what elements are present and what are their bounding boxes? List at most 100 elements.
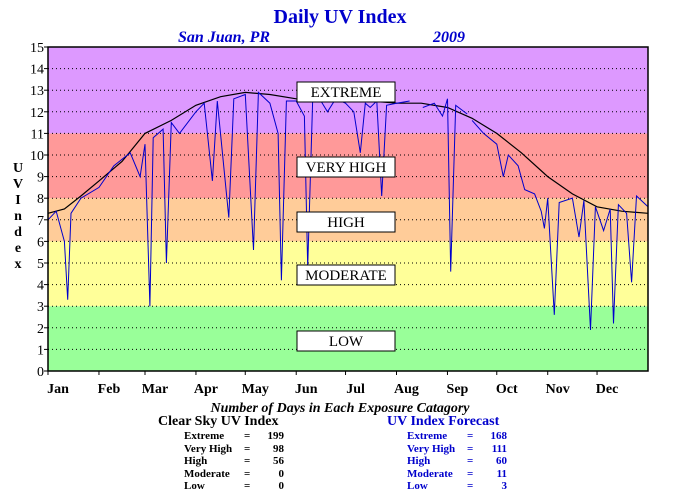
x-tick-label-may: May [242,382,269,397]
y-tick-label: 10 [30,149,44,164]
stats-eq: = [467,430,474,442]
x-tick-label-aug: Aug [394,382,419,397]
stats-title: Number of Days in Each Exposure Catagory [209,401,470,416]
stats-name: Extreme [184,430,225,442]
y-axis-label-letter: x [15,257,22,272]
y-axis-label-letter: n [14,209,22,224]
chart-subtitle-location: San Juan, PR [178,29,270,46]
x-tick-label-dec: Dec [596,382,619,397]
x-tick-label-sep: Sep [447,382,469,397]
y-axis-label-letter: I [15,193,20,208]
stats-eq: = [467,467,474,480]
x-tick-label-jul: Jul [346,382,365,397]
stats-eq: = [244,442,251,455]
band-label-box [296,81,396,103]
band-label-extreme: EXTREME [311,85,382,101]
band-label-moderate: MODERATE [305,268,387,284]
x-tick-label-apr: Apr [194,382,218,397]
stats-name: High [184,455,208,467]
y-tick-label: 3 [37,300,44,315]
stats-name: Moderate [407,467,453,480]
y-tick-label: 7 [37,214,44,229]
stats-eq: = [244,480,251,492]
series-forecast-line [422,98,468,272]
stats-row: Moderate = 11 [407,468,507,481]
band-label-high: HIGH [327,215,365,231]
series-forecast-line [471,120,649,331]
forecast-title: UV Index Forecast [387,414,500,429]
y-tick-label: 13 [30,84,44,99]
x-tick-label-oct: Oct [496,382,518,397]
y-axis-label-letter: U [13,161,23,176]
clear-sky-stats: Clear Sky UV Index Extreme = 199 Very High =… [158,414,284,493]
stats-row: High = 56 [184,455,284,468]
stats-row: Low = 0 [184,480,284,493]
stats-value: 56 [273,455,284,467]
y-tick-label: 0 [37,365,44,380]
band-label-very-high: VERY HIGH [306,160,387,176]
stats-name: Low [407,480,428,492]
chart-title: Daily UV Index [274,6,407,28]
stats-row: High = 60 [407,455,507,468]
y-tick-label: 12 [30,106,44,121]
stats-value: 0 [278,480,285,492]
stats-value: 11 [496,467,507,480]
stats-name: High [407,455,431,467]
stats-value: 98 [273,442,284,455]
stats-row: Very High = 98 [184,443,284,456]
band-label-box [296,156,396,178]
y-tick-label: 1 [37,343,44,358]
forecast-stats: UV Index Forecast Extreme = 168 Very High = 1… [387,414,507,493]
clear-sky-title: Clear Sky UV Index [158,414,279,429]
stats-eq: = [244,467,251,480]
band-label-box [296,330,396,352]
stats-value: 168 [490,430,508,442]
clear-sky-rows: Extreme = 199 Very High = 98 High = 56 Moderate = 0… [184,430,284,493]
y-tick-label: 4 [37,279,44,294]
y-tick-label: 11 [31,127,44,142]
x-tick-label-nov: Nov [546,382,570,397]
plot-frame [47,46,649,372]
y-tick-label: 14 [30,63,44,78]
y-axis-label-letter: d [14,225,22,240]
stats-name: Moderate [184,467,230,480]
y-tick-label: 5 [37,257,44,272]
band-label-low: LOW [329,334,364,350]
stats-eq: = [467,455,474,467]
chart-subtitle-year: 2009 [432,29,465,46]
y-tick-label: 2 [37,322,44,337]
band-label-box [296,264,396,286]
stats-value: 0 [278,467,285,480]
band-label-box [296,211,396,233]
series-forecast-line [47,91,410,307]
y-tick-label: 15 [30,41,44,56]
stats-name: Very High [184,442,233,455]
stats-row: Very High = 111 [407,443,507,456]
y-tick-label: 6 [37,235,44,250]
x-tick-label-mar: Mar [142,382,168,397]
forecast-rows: Extreme = 168 Very High = 111 High = 60 Moderate =… [407,430,507,493]
stats-row: Extreme = 199 [184,430,284,443]
stats-row: Moderate = 0 [184,468,284,481]
x-tick-label-jan: Jan [47,382,69,397]
stats-eq: = [244,430,251,442]
stats-eq: = [467,442,474,455]
stats-row: Extreme = 168 [407,430,507,443]
stats-value: 3 [501,480,508,492]
x-tick-label-jun: Jun [295,382,318,397]
y-tick-label: 9 [37,171,44,186]
band-label-layer: LOW MODERATE HIGH VERY HIGH EXTREME [296,81,396,352]
stats-name: Extreme [407,430,448,442]
y-axis-label-letter: V [13,177,23,192]
x-tick-label-feb: Feb [98,382,121,397]
stats-eq: = [244,455,251,467]
stats-value: 111 [491,442,507,455]
stats-name: Low [184,480,205,492]
x-axis: Jan Feb Mar Apr May Jun Jul Aug Sep Oct Nov Dec [47,371,618,397]
stats-value: 199 [267,430,285,442]
y-tick-label: 8 [37,192,44,207]
stats-name: Very High [407,442,456,455]
